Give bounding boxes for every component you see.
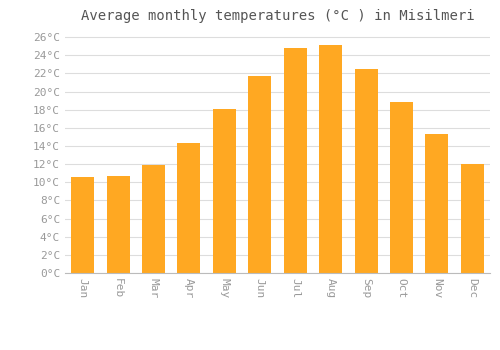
- Bar: [178, 143, 201, 273]
- Bar: [213, 109, 236, 273]
- Bar: [390, 102, 413, 273]
- Bar: [426, 134, 448, 273]
- Title: Average monthly temperatures (°C ) in Misilmeri: Average monthly temperatures (°C ) in Mi…: [80, 9, 474, 23]
- Bar: [284, 48, 306, 273]
- Bar: [106, 176, 130, 273]
- Bar: [461, 164, 484, 273]
- Bar: [142, 165, 165, 273]
- Bar: [71, 177, 94, 273]
- Bar: [354, 69, 378, 273]
- Bar: [319, 45, 342, 273]
- Bar: [248, 76, 272, 273]
